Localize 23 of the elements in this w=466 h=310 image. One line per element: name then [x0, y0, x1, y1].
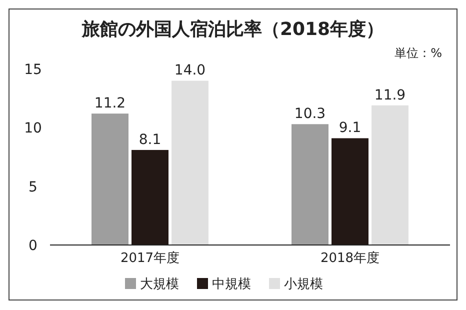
bar	[92, 114, 128, 245]
title: 旅館の外国人宿泊比率（2018年度）	[82, 19, 384, 40]
text: 単位：%	[394, 46, 442, 60]
bar	[372, 105, 408, 245]
data-label: 11.9	[374, 87, 406, 104]
data-label: 8.1	[138, 132, 162, 148]
legend-label: 中規模	[212, 277, 251, 292]
bar	[332, 138, 368, 245]
legend-label: 大規模	[140, 277, 179, 292]
y-tick-label: 10	[24, 120, 42, 137]
y-tick-label: 15	[24, 62, 42, 78]
legend-label: 小規模	[284, 277, 323, 292]
bar	[132, 150, 168, 245]
data-label: 9.1	[338, 120, 362, 136]
bar	[172, 80, 208, 245]
data-label: 10.3	[294, 106, 326, 122]
x-tick-label: 2017年度	[120, 250, 180, 266]
data-label: 11.2	[94, 96, 126, 112]
y-tick-label: 0	[28, 238, 38, 254]
y-tick-label: 5	[28, 179, 38, 196]
bar	[292, 124, 328, 245]
x-tick-label: 2018年度	[320, 250, 380, 266]
data-label: 14.0	[174, 62, 206, 79]
